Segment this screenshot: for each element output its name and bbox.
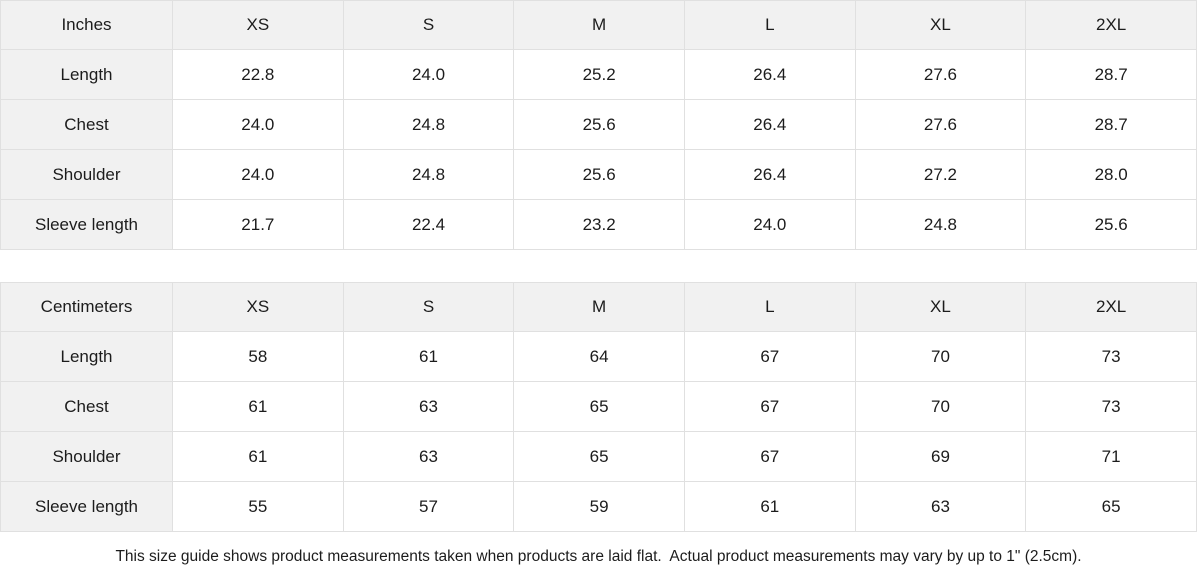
- size-column-header: 2XL: [1025, 282, 1197, 332]
- measurement-value-cell: 28.7: [1025, 49, 1197, 100]
- table-row: Sleeve length 21.7 22.4 23.2 24.0 24.8 25.6: [0, 199, 1197, 250]
- measurement-value-cell: 24.8: [854, 199, 1027, 250]
- measurement-value-cell: 26.4: [683, 149, 856, 200]
- unit-header-inches: Inches: [0, 0, 173, 50]
- measurement-value-cell: 23.2: [513, 199, 685, 250]
- measurement-value-cell: 73: [1025, 381, 1197, 432]
- table-row: Sleeve length 55 57 59 61 63 65: [0, 481, 1197, 532]
- measurement-value-cell: 24.8: [342, 99, 515, 150]
- measurement-value-cell: 64: [513, 331, 685, 382]
- size-table-header-row: Centimeters XS S M L XL 2XL: [0, 282, 1197, 332]
- measurement-value-cell: 71: [1025, 431, 1197, 482]
- measurement-value-cell: 70: [854, 381, 1027, 432]
- measurement-row-label: Length: [0, 331, 173, 382]
- measurement-value-cell: 59: [513, 481, 685, 532]
- measurement-value-cell: 24.8: [342, 149, 515, 200]
- measurement-value-cell: 69: [854, 431, 1027, 482]
- measurement-value-cell: 22.4: [342, 199, 515, 250]
- measurement-value-cell: 25.6: [513, 99, 685, 150]
- size-guide-footnote: This size guide shows product measuremen…: [0, 532, 1197, 582]
- measurement-value-cell: 58: [172, 331, 344, 382]
- measurement-value-cell: 61: [342, 331, 515, 382]
- measurement-value-cell: 27.2: [854, 149, 1027, 200]
- measurement-value-cell: 26.4: [683, 99, 856, 150]
- table-row: Shoulder 24.0 24.8 25.6 26.4 27.2 28.0: [0, 149, 1197, 200]
- size-column-header: M: [513, 282, 685, 332]
- measurement-row-label: Length: [0, 49, 173, 100]
- measurement-row-label: Sleeve length: [0, 481, 173, 532]
- size-table-inches: Inches XS S M L XL 2XL Length 22.8 24.0 25.2 26.4 27…: [0, 0, 1197, 250]
- measurement-value-cell: 24.0: [172, 149, 344, 200]
- size-column-header: S: [342, 0, 515, 50]
- size-column-header: XL: [854, 282, 1027, 332]
- measurement-row-label: Shoulder: [0, 431, 173, 482]
- measurement-row-label: Chest: [0, 381, 173, 432]
- measurement-value-cell: 24.0: [683, 199, 856, 250]
- table-row: Length 58 61 64 67 70 73: [0, 331, 1197, 382]
- measurement-value-cell: 67: [683, 431, 856, 482]
- measurement-value-cell: 63: [854, 481, 1027, 532]
- measurement-value-cell: 25.2: [513, 49, 685, 100]
- measurement-value-cell: 67: [683, 381, 856, 432]
- measurement-value-cell: 55: [172, 481, 344, 532]
- table-row: Length 22.8 24.0 25.2 26.4 27.6 28.7: [0, 49, 1197, 100]
- table-row: Chest 61 63 65 67 70 73: [0, 381, 1197, 432]
- measurement-value-cell: 73: [1025, 331, 1197, 382]
- measurement-value-cell: 28.0: [1025, 149, 1197, 200]
- unit-header-centimeters: Centimeters: [0, 282, 173, 332]
- measurement-value-cell: 63: [342, 381, 515, 432]
- measurement-row-label: Shoulder: [0, 149, 173, 200]
- table-row: Chest 24.0 24.8 25.6 26.4 27.6 28.7: [0, 99, 1197, 150]
- measurement-value-cell: 67: [683, 331, 856, 382]
- measurement-value-cell: 24.0: [342, 49, 515, 100]
- section-gap: [0, 250, 1197, 282]
- size-table-header-row: Inches XS S M L XL 2XL: [0, 0, 1197, 50]
- measurement-value-cell: 26.4: [683, 49, 856, 100]
- measurement-value-cell: 25.6: [1025, 199, 1197, 250]
- measurement-value-cell: 27.6: [854, 99, 1027, 150]
- measurement-value-cell: 24.0: [172, 99, 344, 150]
- measurement-value-cell: 57: [342, 481, 515, 532]
- measurement-value-cell: 22.8: [172, 49, 344, 100]
- measurement-row-label: Chest: [0, 99, 173, 150]
- size-table-centimeters: Centimeters XS S M L XL 2XL Length 58 61 64 67 70 73 C…: [0, 282, 1197, 532]
- size-column-header: XS: [172, 0, 344, 50]
- measurement-value-cell: 25.6: [513, 149, 685, 200]
- size-column-header: 2XL: [1025, 0, 1197, 50]
- measurement-value-cell: 61: [172, 381, 344, 432]
- size-column-header: L: [683, 0, 856, 50]
- measurement-value-cell: 21.7: [172, 199, 344, 250]
- size-column-header: XS: [172, 282, 344, 332]
- table-row: Shoulder 61 63 65 67 69 71: [0, 431, 1197, 482]
- measurement-value-cell: 61: [683, 481, 856, 532]
- measurement-value-cell: 27.6: [854, 49, 1027, 100]
- measurement-value-cell: 28.7: [1025, 99, 1197, 150]
- size-column-header: L: [683, 282, 856, 332]
- measurement-value-cell: 65: [1025, 481, 1197, 532]
- measurement-value-cell: 61: [172, 431, 344, 482]
- measurement-value-cell: 65: [513, 381, 685, 432]
- measurement-value-cell: 70: [854, 331, 1027, 382]
- measurement-value-cell: 63: [342, 431, 515, 482]
- size-column-header: XL: [854, 0, 1027, 50]
- size-column-header: M: [513, 0, 685, 50]
- measurement-value-cell: 65: [513, 431, 685, 482]
- measurement-row-label: Sleeve length: [0, 199, 173, 250]
- size-column-header: S: [342, 282, 515, 332]
